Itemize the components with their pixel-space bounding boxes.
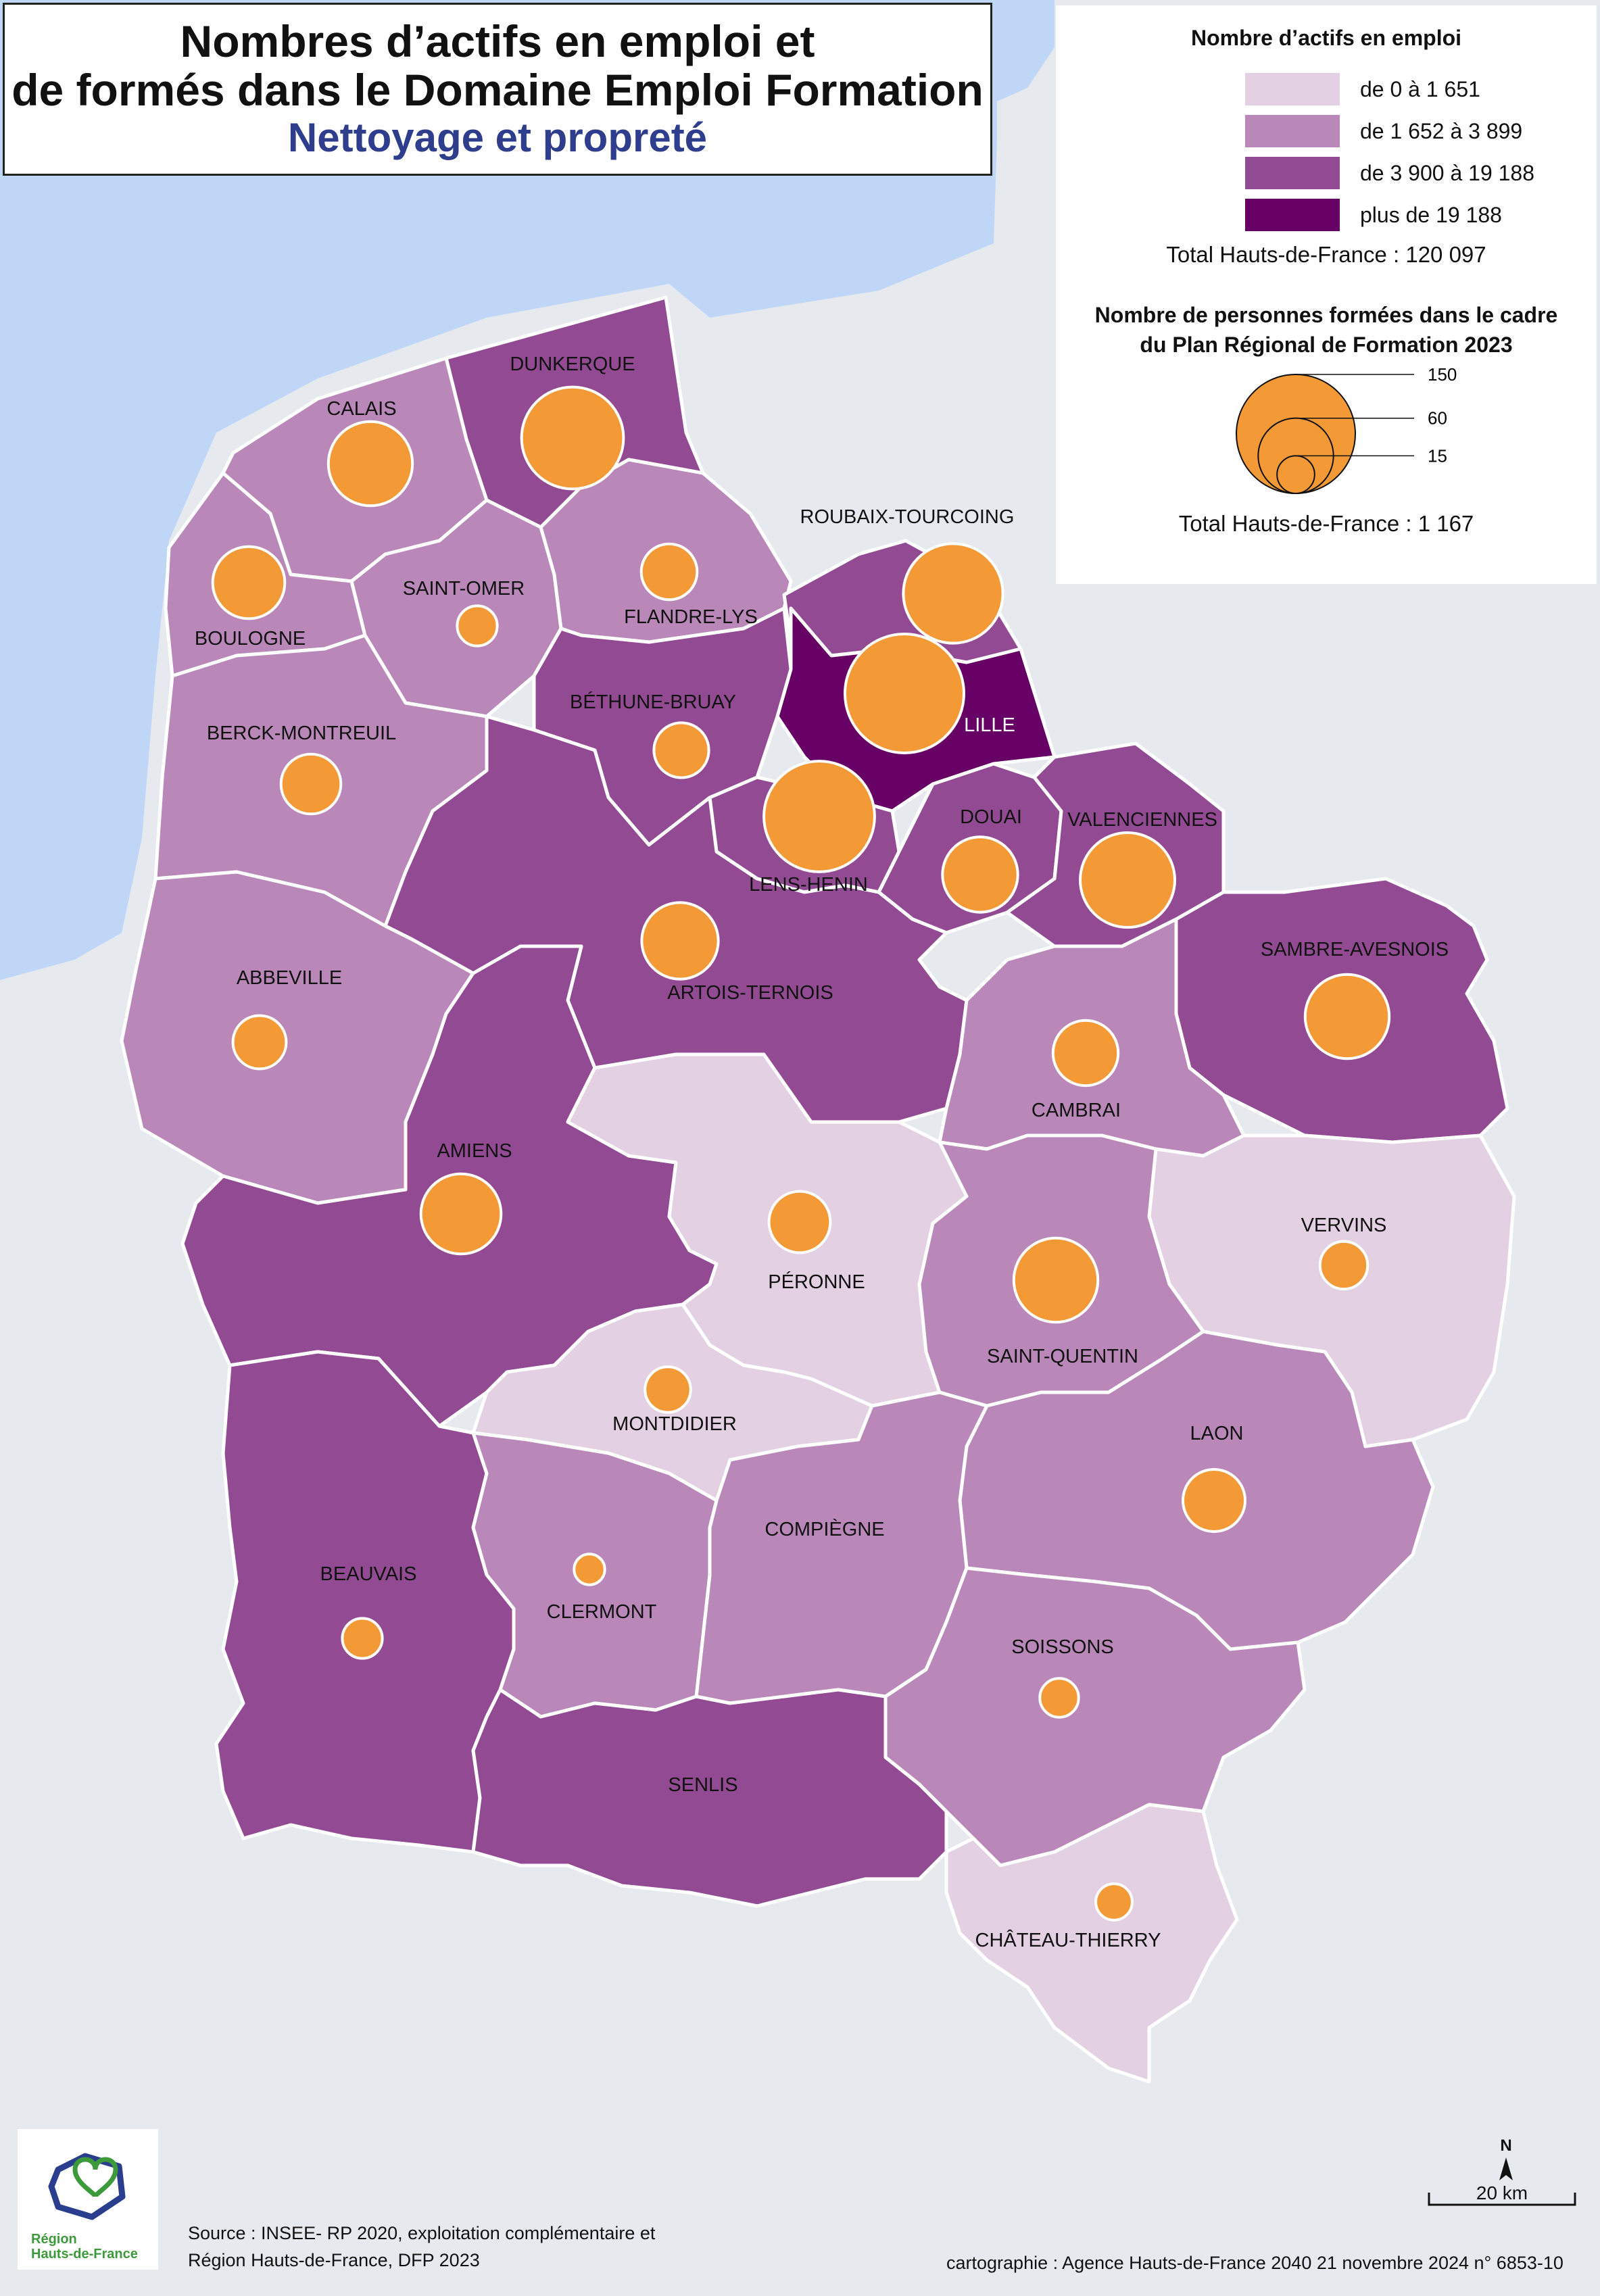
trained-circle — [326, 420, 414, 508]
trained-circle — [1303, 973, 1391, 1060]
legend-swatch — [1245, 157, 1340, 189]
trained-circle — [767, 1190, 832, 1254]
zone-label: ROUBAIX-TOURCOING — [800, 506, 1015, 528]
trained-circle — [941, 835, 1019, 914]
scale-bar: 20 km — [1428, 2182, 1576, 2206]
zone-label: SAINT-QUENTIN — [987, 1346, 1138, 1367]
source-note: Source : INSEE- RP 2020, exploitation co… — [188, 2220, 655, 2274]
legend-trained-total: Total Hauts-de-France : 1 167 — [1178, 511, 1474, 536]
legend-class-label: de 0 à 1 651 — [1360, 77, 1480, 101]
logo-line-1: Région — [31, 2232, 77, 2247]
legend-scale-label: 150 — [1428, 365, 1457, 385]
legend-swatch — [1245, 115, 1340, 147]
zone-label: ARTOIS-TERNOIS — [667, 982, 833, 1004]
trained-circle — [644, 1365, 692, 1414]
trained-circle — [762, 760, 876, 873]
scale-bar-line — [1428, 2193, 1576, 2206]
trained-circle — [1182, 1468, 1246, 1533]
logo-line-2: Hauts-de-France — [31, 2247, 138, 2262]
legend-employment-total: Total Hauts-de-France : 120 097 — [1166, 242, 1486, 267]
zone-label: CHÂTEAU-THIERRY — [975, 1929, 1161, 1951]
legend-scale-label: 15 — [1428, 445, 1447, 466]
trained-circle — [573, 1553, 606, 1586]
legend-class-label: de 3 900 à 19 188 — [1360, 161, 1535, 185]
trained-circle — [639, 542, 699, 602]
zone-label: LENS-HENIN — [749, 874, 868, 896]
map-subtitle: Nettoyage et propreté — [287, 115, 708, 160]
zone-label: AMIENS — [437, 1140, 512, 1162]
source-line-1: Source : INSEE- RP 2020, exploitation co… — [188, 2223, 656, 2243]
zone-label: BEAUVAIS — [320, 1563, 417, 1585]
zone-senlis — [471, 1688, 948, 1908]
zone-label: BÉTHUNE-BRUAY — [570, 691, 736, 713]
trained-circle — [520, 385, 625, 491]
legend-trained-title-line-2: du Plan Régional de Formation 2023 — [1140, 333, 1513, 357]
trained-circle — [231, 1014, 288, 1071]
trained-circle — [1094, 1882, 1134, 1922]
trained-circle — [279, 752, 343, 816]
zone-label: SAMBRE-AVESNOIS — [1261, 939, 1449, 960]
zone-label: CLERMONT — [547, 1601, 657, 1623]
trained-circle — [1038, 1677, 1080, 1719]
credit-note: cartographie : Agence Hauts-de-France 20… — [946, 2253, 1563, 2273]
legend-scale-label: 60 — [1428, 408, 1447, 429]
trained-circle — [1318, 1240, 1369, 1291]
zone-label: ABBEVILLE — [237, 967, 342, 989]
legend-circle-scale: 150 60 15 — [1236, 365, 1457, 495]
legend-trained-title-line-1: Nombre de personnes formées dans le cadr… — [1094, 303, 1558, 327]
zone-label: DUNKERQUE — [510, 353, 635, 375]
zone-label: CAMBRAI — [1032, 1100, 1121, 1121]
north-arrow-icon — [1499, 2157, 1513, 2180]
scale-bar-label: 20 km — [1476, 2182, 1528, 2203]
zone-label: DOUAI — [960, 806, 1022, 828]
sea — [0, 0, 997, 980]
legend: Nombre d’actifs en emploi de 0 à 1 651 de… — [1056, 5, 1597, 584]
zone-label: BOULOGNE — [195, 628, 306, 650]
zone-label: SAINT-OMER — [403, 578, 525, 600]
title-line-2: de formés dans le Domaine Emploi Formati… — [11, 65, 984, 115]
trained-circle — [844, 633, 965, 754]
legend-swatch — [1245, 199, 1340, 231]
zone-label: SENLIS — [668, 1774, 737, 1796]
zone-label: VALENCIENNES — [1067, 809, 1217, 831]
zone-label: PÉRONNE — [768, 1271, 865, 1293]
title-box: Nombres d’actifs en emploi et de formés … — [3, 3, 992, 176]
zone-label: COMPIÈGNE — [765, 1518, 884, 1540]
trained-circle — [341, 1617, 384, 1660]
region-logo: Région Hauts-de-France — [18, 2129, 158, 2270]
logo-text: Région Hauts-de-France — [31, 2232, 138, 2262]
legend-employment-title: Nombre d’actifs en emploi — [1190, 26, 1462, 50]
zone-label: BERCK-MONTREUIL — [207, 723, 396, 744]
zone-label: LILLE — [964, 714, 1015, 736]
north-label: N — [1500, 2136, 1511, 2155]
trained-circle — [419, 1172, 503, 1256]
zone-label: FLANDRE-LYS — [624, 606, 758, 628]
legend-class-label: de 1 652 à 3 899 — [1360, 119, 1523, 143]
zone-chateau-thierry — [944, 1803, 1239, 2084]
zone-label: VERVINS — [1301, 1215, 1387, 1236]
legend-scale-circle — [1276, 455, 1315, 494]
zone-label: LAON — [1190, 1423, 1244, 1444]
legend-class-label: plus de 19 188 — [1360, 203, 1502, 227]
zone-label: MONTDIDIER — [612, 1413, 737, 1435]
zone-label: SOISSONS — [1011, 1636, 1114, 1658]
trained-circle — [902, 542, 1004, 645]
trained-circle — [1079, 831, 1176, 929]
trained-circle — [456, 604, 499, 648]
sea-channel-right — [997, 0, 1054, 101]
trained-circle — [640, 901, 720, 981]
legend-swatch — [1245, 73, 1340, 105]
zone-beauvais — [214, 1350, 516, 1854]
trained-circle — [211, 545, 287, 620]
title-line-1: Nombres d’actifs en emploi et — [180, 16, 815, 66]
france-heart-logo-icon — [48, 2153, 126, 2220]
north-arrow: N — [1499, 2136, 1513, 2180]
trained-circle — [1051, 1019, 1120, 1088]
trained-circle — [652, 721, 710, 779]
trained-circle — [1012, 1236, 1100, 1324]
source-line-2: Région Hauts-de-France, DFP 2023 — [188, 2250, 480, 2270]
zone-label: CALAIS — [326, 398, 396, 420]
